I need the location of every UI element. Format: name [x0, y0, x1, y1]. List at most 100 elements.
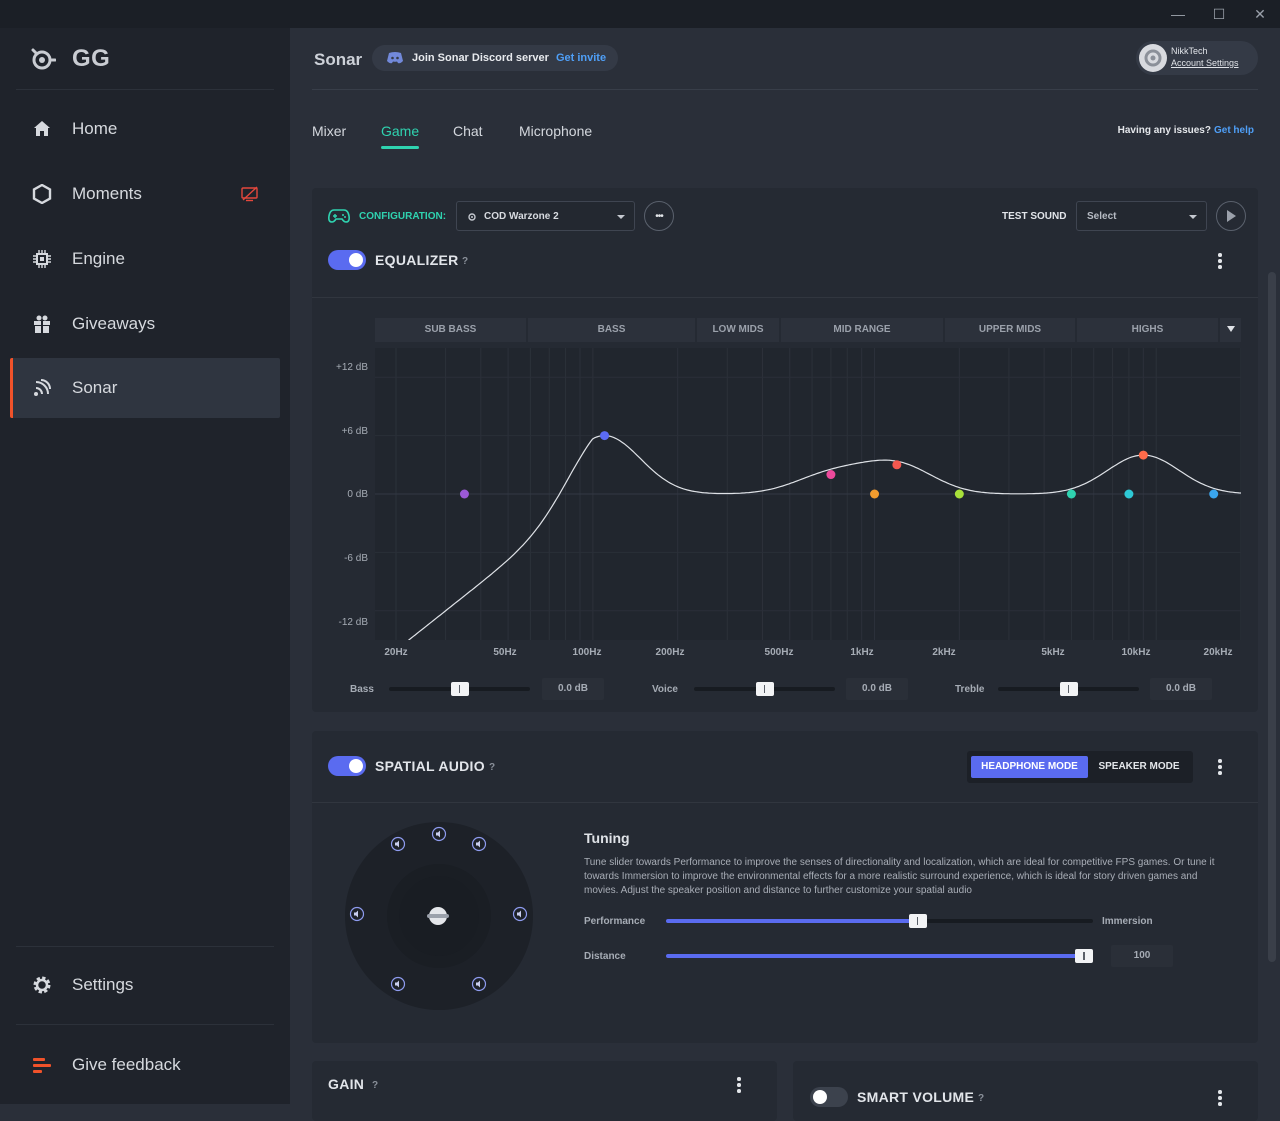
band-upper-mids[interactable]: UPPER MIDS — [945, 318, 1075, 342]
help-prompt: Having any issues? Get help — [1118, 125, 1254, 136]
voice-value[interactable]: 0.0 dB — [846, 678, 908, 700]
distance-label: Distance — [584, 951, 626, 962]
tuning-description: Tune slider towards Performance to impro… — [584, 857, 1215, 896]
tab-mixer[interactable]: Mixer — [312, 123, 347, 139]
equalizer-toggle[interactable] — [328, 250, 366, 270]
get-help-link[interactable]: Get help — [1213, 125, 1254, 136]
speaker-icon[interactable] — [512, 906, 528, 922]
db-label: -6 dB — [344, 553, 368, 564]
app-logo[interactable]: GG — [28, 44, 110, 74]
treble-slider-track[interactable] — [998, 682, 1139, 696]
eq-band-point[interactable] — [1209, 489, 1219, 499]
page-title: Sonar — [314, 50, 363, 69]
speaker-mode-button[interactable]: SPEAKER MODE — [1098, 761, 1180, 772]
speaker-icon[interactable] — [471, 976, 487, 992]
speaker-icon[interactable] — [390, 836, 406, 852]
speaker-icon[interactable] — [471, 836, 487, 852]
maximize-button[interactable]: ☐ — [1212, 6, 1226, 22]
sidebar-item-feedback[interactable]: Give feedback — [10, 1035, 280, 1095]
tab-chat[interactable]: Chat — [453, 123, 483, 139]
gain-menu-button[interactable] — [737, 1077, 741, 1093]
spatial-audio-toggle[interactable] — [328, 756, 366, 776]
smart-volume-help-icon[interactable]: ? — [978, 1093, 985, 1104]
active-tab-indicator — [381, 146, 419, 149]
eq-band-point[interactable] — [954, 489, 964, 499]
performance-slider-track[interactable] — [666, 914, 1093, 928]
config-more-button[interactable]: ••• — [644, 201, 674, 231]
speaker-icon[interactable] — [390, 976, 406, 992]
sidebar-item-label: Settings — [72, 975, 134, 994]
account-pill[interactable]: NikkTech Account Settings — [1136, 41, 1258, 75]
freq-label: 500Hz — [764, 647, 794, 658]
speaker-icon[interactable] — [349, 906, 365, 922]
gain-help-icon[interactable]: ? — [372, 1080, 379, 1091]
get-invite-link[interactable]: Get invite — [555, 52, 607, 64]
app-logo-text: GG — [72, 45, 111, 72]
voice-slider-track[interactable] — [694, 682, 835, 696]
voice-slider-thumb[interactable] — [755, 682, 774, 696]
test-sound-select[interactable]: Select — [1076, 201, 1207, 231]
steelseries-logo-icon — [31, 48, 56, 70]
eq-band-point[interactable] — [1124, 489, 1134, 499]
sidebar-item-settings[interactable]: Settings — [10, 955, 280, 1015]
eq-band-point[interactable] — [600, 431, 610, 441]
headphone-mode-button[interactable]: HEADPHONE MODE — [971, 756, 1088, 778]
bands-dropdown-button[interactable] — [1220, 318, 1241, 342]
configuration-label: CONFIGURATION: — [359, 211, 447, 222]
tab-game[interactable]: Game — [381, 123, 420, 139]
main-scrollbar[interactable] — [1268, 272, 1276, 962]
equalizer-menu-button[interactable] — [1218, 253, 1222, 269]
distance-slider-thumb[interactable] — [1075, 949, 1094, 963]
eq-band-point[interactable] — [459, 489, 469, 499]
play-test-sound-button[interactable] — [1216, 201, 1246, 231]
close-button[interactable]: ✕ — [1254, 6, 1266, 22]
title-bar: — ☐ ✕ — [0, 0, 1280, 28]
eq-band-point[interactable] — [892, 460, 902, 470]
moments-icon — [32, 184, 52, 204]
eq-band-point[interactable] — [826, 470, 836, 480]
gain-card — [312, 1061, 777, 1121]
bass-value[interactable]: 0.0 dB — [542, 678, 604, 700]
gear-icon — [33, 976, 51, 994]
band-highs[interactable]: HIGHS — [1077, 318, 1218, 342]
eq-band-point[interactable] — [1138, 450, 1148, 460]
band-sub-bass[interactable]: SUB BASS — [375, 318, 526, 342]
configuration-value: COD Warzone 2 — [484, 211, 559, 222]
help-text: Having any issues? — [1117, 125, 1211, 136]
configuration-select[interactable]: COD Warzone 2 — [456, 201, 635, 231]
bass-slider-track[interactable] — [389, 682, 530, 696]
sidebar-item-home[interactable]: Home — [10, 99, 280, 159]
treble-slider-thumb[interactable] — [1059, 682, 1078, 696]
db-label: +6 dB — [341, 426, 368, 437]
freq-label: 2kHz — [932, 647, 956, 658]
band-bass[interactable]: BASS — [528, 318, 695, 342]
tab-microphone[interactable]: Microphone — [519, 123, 593, 139]
freq-label: 1kHz — [850, 647, 874, 658]
eq-band-point[interactable] — [1066, 489, 1076, 499]
spatial-audio-help-icon[interactable]: ? — [489, 762, 496, 773]
db-label: 0 dB — [347, 489, 368, 500]
discord-invite-pill[interactable]: Join Sonar Discord server Get invite — [372, 45, 619, 71]
eq-band-point[interactable] — [870, 489, 880, 499]
sidebar-item-giveaways[interactable]: Giveaways — [10, 294, 280, 354]
minimize-button[interactable]: — — [1171, 6, 1185, 22]
sidebar-item-sonar[interactable]: Sonar — [10, 358, 280, 418]
band-mid-range[interactable]: MID RANGE — [781, 318, 943, 342]
bass-slider-thumb[interactable] — [450, 682, 469, 696]
freq-label: 20Hz — [384, 647, 408, 658]
preset-icon — [468, 213, 476, 221]
equalizer-help-icon[interactable]: ? — [462, 256, 469, 267]
distance-value[interactable]: 100 — [1111, 945, 1173, 967]
sidebar-item-engine[interactable]: Engine — [10, 229, 280, 289]
smart-volume-toggle[interactable] — [810, 1087, 848, 1107]
speaker-icon[interactable] — [431, 826, 447, 842]
sidebar-item-moments[interactable]: Moments — [10, 164, 280, 224]
equalizer-graph[interactable] — [375, 348, 1241, 640]
distance-slider-track[interactable] — [666, 949, 1094, 963]
band-low-mids[interactable]: LOW MIDS — [697, 318, 779, 342]
performance-slider-thumb[interactable] — [908, 914, 927, 928]
account-settings-link[interactable]: Account Settings — [1171, 58, 1239, 68]
play-icon — [1227, 210, 1236, 222]
spatial-audio-menu-button[interactable] — [1218, 759, 1222, 775]
treble-value[interactable]: 0.0 dB — [1150, 678, 1212, 700]
